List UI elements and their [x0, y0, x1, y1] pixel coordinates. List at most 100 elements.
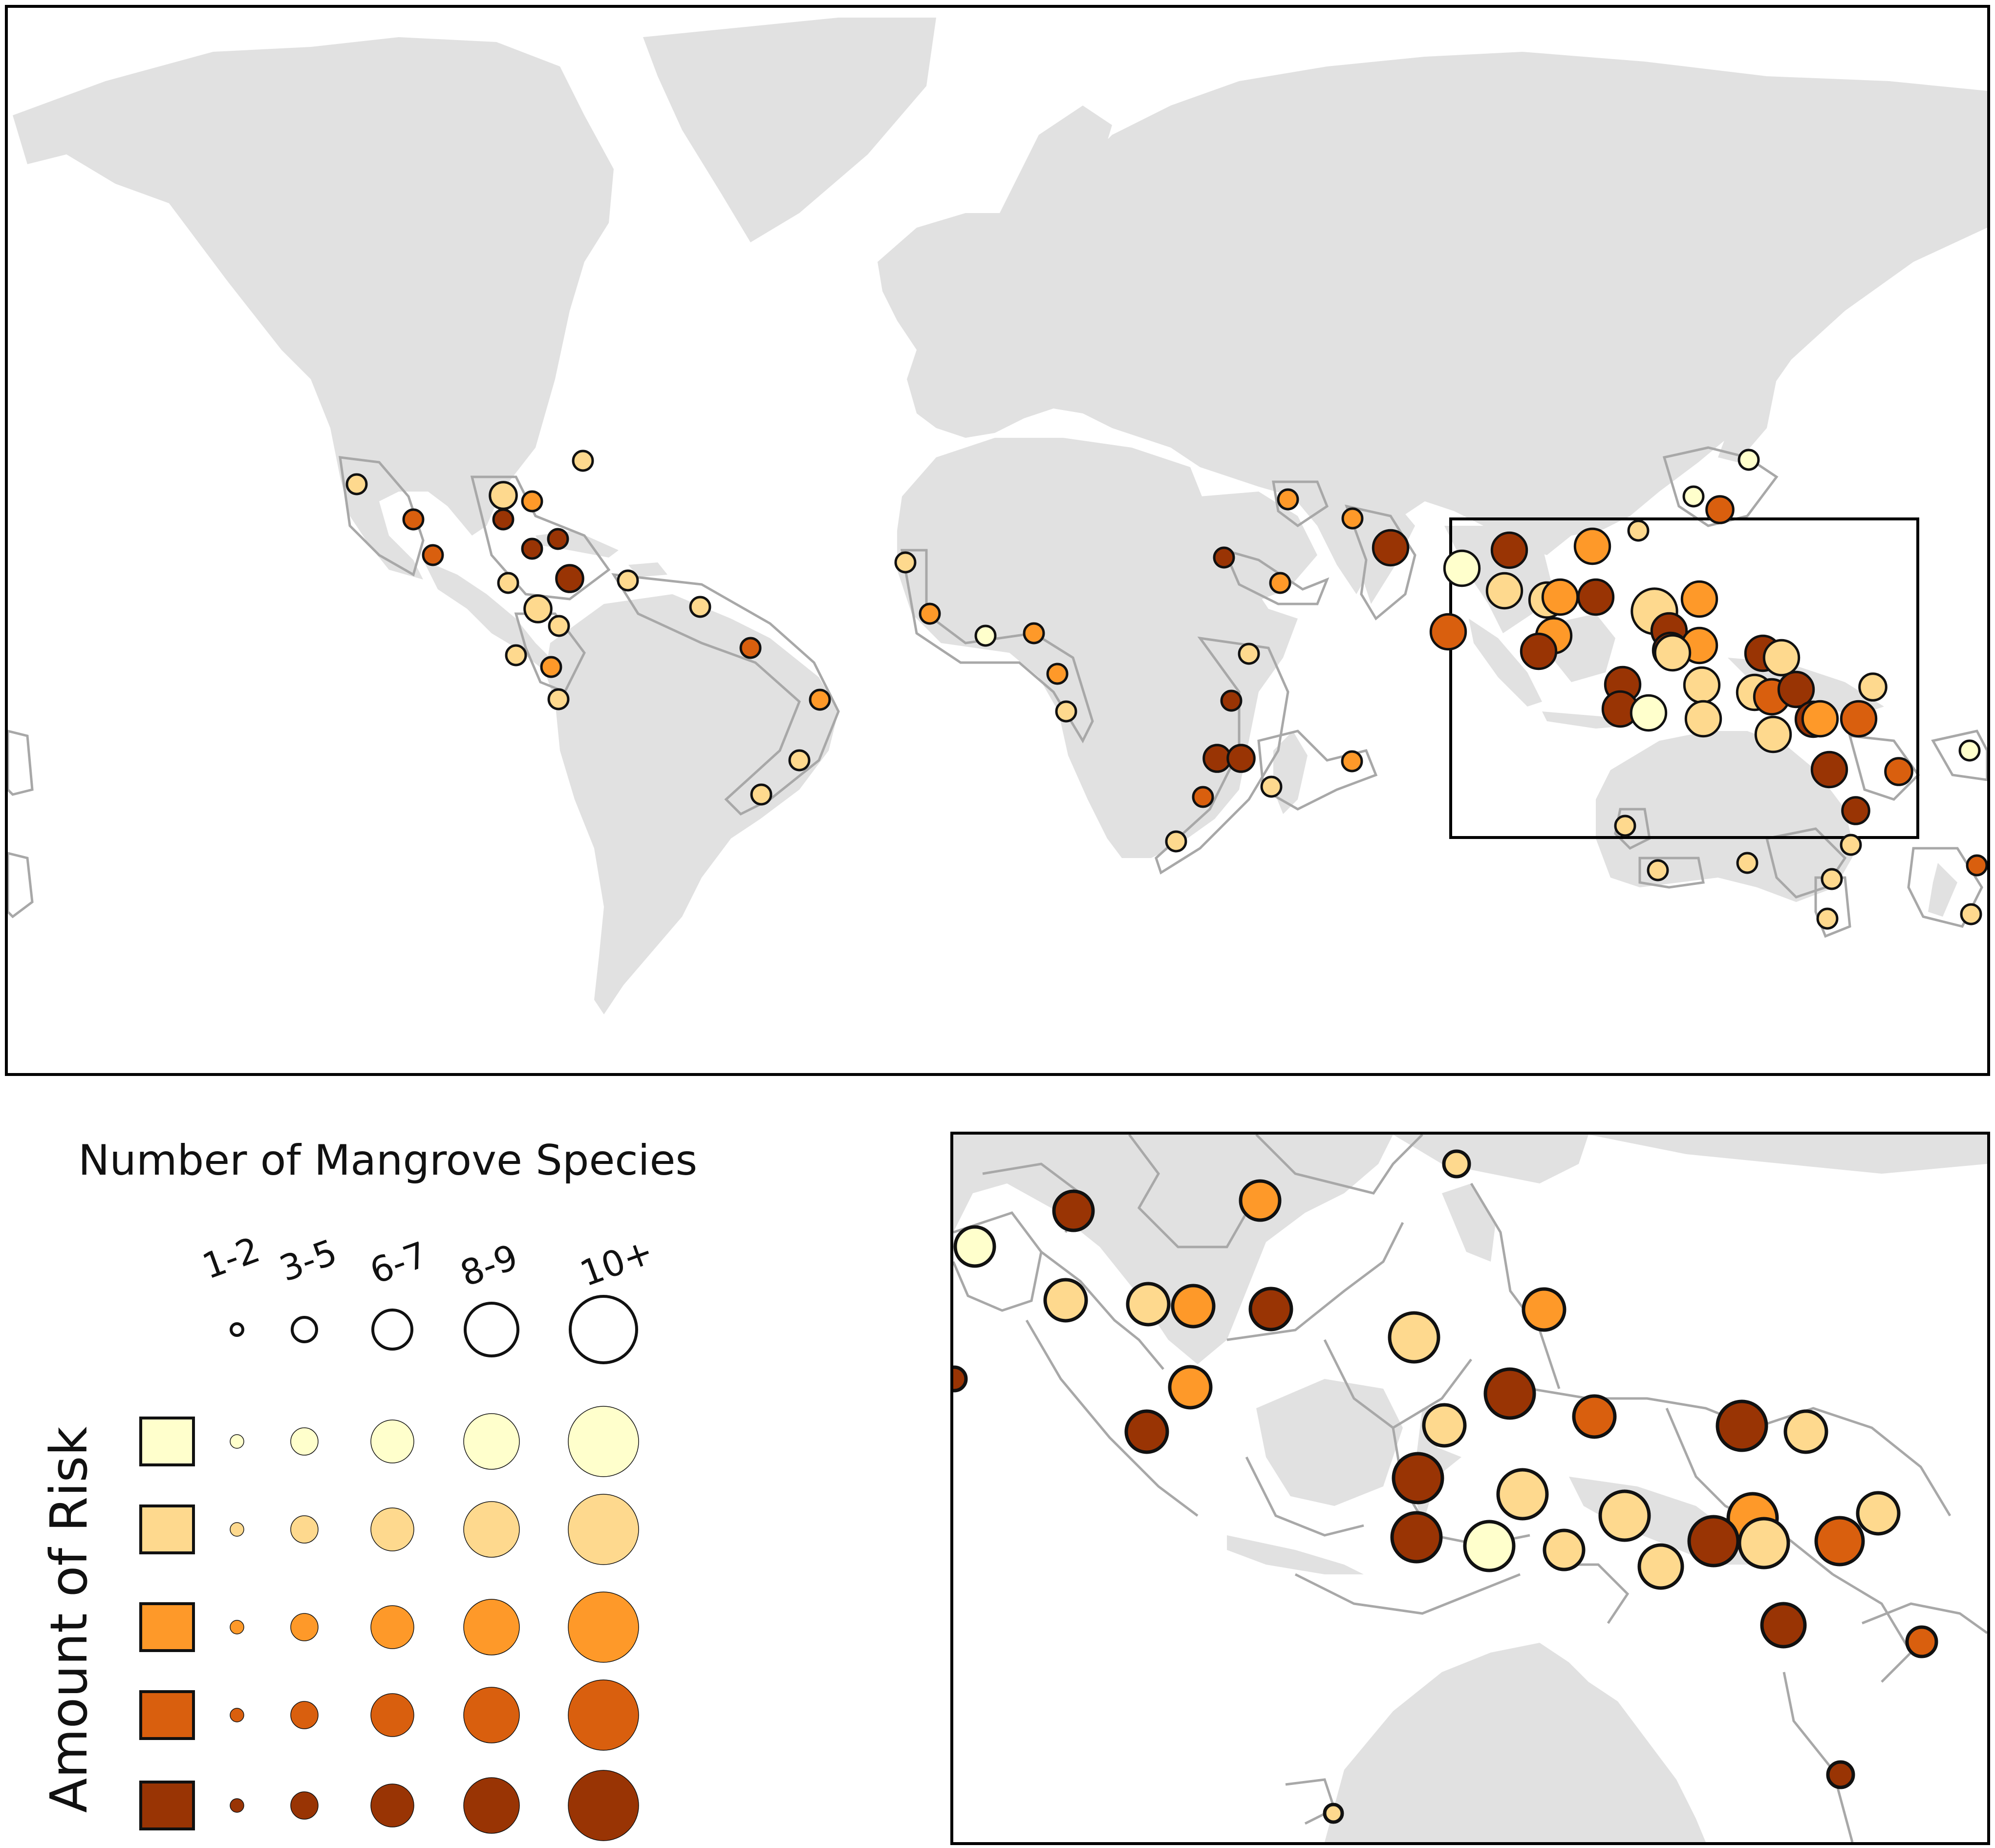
risk-bubble [809, 688, 831, 711]
risk-bubble [1248, 1287, 1293, 1332]
risk-bubble [1422, 1403, 1467, 1448]
legend-risk-circle [370, 1693, 414, 1737]
ecoregion-outline [1638, 857, 1705, 889]
inset-map-svg [953, 1135, 1987, 1842]
landmass-south-america [545, 594, 838, 1014]
risk-bubble [1687, 1515, 1740, 1568]
risk-bubble [1682, 485, 1705, 508]
landmass-java [1542, 711, 1625, 729]
risk-bubble [1627, 519, 1650, 542]
risk-bubble [1598, 1489, 1651, 1542]
risk-bubble [1124, 1409, 1169, 1454]
risk-bubble [505, 644, 527, 666]
ecoregion-outline [1294, 1573, 1521, 1615]
legend-risk-circle [568, 1591, 639, 1663]
risk-bubble [1490, 531, 1528, 569]
world-map-panel[interactable] [5, 5, 1990, 1076]
risk-bubble [572, 450, 594, 472]
risk-bubble [1192, 786, 1214, 808]
legend-risk-circle [290, 1427, 319, 1456]
legend-risk-circle [463, 1599, 520, 1655]
risk-bubble [1388, 1311, 1440, 1364]
risk-bubble [547, 528, 569, 550]
risk-bubble [974, 624, 997, 647]
ecoregion-outline [1040, 1251, 1164, 1370]
risk-bubble [788, 749, 811, 772]
risk-bubble [1716, 1399, 1768, 1452]
legend-risk-swatch [139, 1690, 195, 1740]
risk-bubble [1443, 549, 1481, 587]
legend-risk-circle [370, 1419, 414, 1463]
risk-bubble [1572, 1394, 1617, 1439]
ecoregion-outline [339, 456, 425, 577]
legend-risk-circle [370, 1784, 414, 1827]
landmass-britain [946, 223, 980, 291]
ecoregion-outline [1832, 1573, 1913, 1683]
landmass-north-america [13, 37, 614, 580]
risk-bubble [1705, 495, 1735, 524]
risk-bubble [1055, 700, 1077, 723]
risk-bubble [1905, 1625, 1938, 1658]
risk-bubble [492, 508, 515, 531]
world-map-svg [8, 18, 1987, 1014]
legend-risk-swatch [139, 1602, 195, 1652]
risk-bubble [1429, 613, 1467, 651]
ecoregion-outline [8, 730, 34, 796]
legend-risk-circle [230, 1620, 244, 1634]
landmass-japan [1718, 360, 1777, 462]
world-risk-bubbles [345, 449, 1987, 930]
risk-bubble [1736, 852, 1759, 874]
legend-risk-circle [290, 1515, 319, 1544]
risk-bubble [1323, 1803, 1344, 1824]
ecoregion-outline [1128, 1135, 1248, 1248]
risk-bubble [1637, 1543, 1684, 1590]
risk-bubble [555, 564, 584, 593]
risk-bubble [1126, 1282, 1171, 1327]
legend-risk-circle [568, 1494, 639, 1565]
ecoregion-outline [953, 1211, 1043, 1312]
legend-risk-swatch [139, 1781, 195, 1830]
risk-bubble [1738, 449, 1760, 471]
landmass-java [1227, 1535, 1364, 1574]
risk-bubble [1760, 1602, 1807, 1649]
risk-bubble [1522, 1287, 1566, 1332]
risk-bubble [1341, 750, 1363, 773]
risk-bubble [1043, 1278, 1088, 1323]
inset-map-panel[interactable] [950, 1132, 1990, 1845]
risk-bubble [540, 656, 562, 678]
ecoregion-outline [1782, 1672, 1854, 1842]
landmass-africa [897, 438, 1298, 858]
landmass-taiwan-region [1588, 1135, 1987, 1174]
ecoregion-outline [8, 852, 34, 919]
ecoregion-outline [1272, 480, 1329, 528]
risk-bubble [1520, 632, 1558, 670]
risk-bubble [497, 572, 519, 594]
risk-bubble [1814, 1516, 1865, 1567]
risk-bubble [1684, 700, 1722, 738]
risk-bubble [1840, 700, 1878, 738]
risk-bubble [1777, 670, 1815, 709]
risk-bubble [1738, 1517, 1790, 1569]
risk-bubble [1614, 815, 1636, 837]
risk-bubble [953, 1225, 996, 1268]
ecoregion-outline [1245, 1456, 1364, 1537]
inset-land-masses [953, 1135, 1987, 1842]
risk-bubble [1856, 1491, 1901, 1536]
legend-size-swatch [371, 1309, 413, 1351]
risk-bubble [1496, 1468, 1549, 1521]
risk-bubble [1239, 1179, 1282, 1222]
legend-risk-circle [370, 1605, 414, 1649]
landmass-new-zealand [1928, 863, 1957, 917]
risk-bubble [1463, 1520, 1516, 1572]
landmass-china-coast [1393, 1135, 1588, 1183]
landmass-scandinavia [1000, 106, 1112, 233]
risk-bubble [1260, 775, 1283, 798]
legend-size-swatch [230, 1322, 244, 1337]
legend-grid [139, 1295, 639, 1841]
legend-size-swatch [291, 1316, 318, 1343]
ecoregion-outline [1285, 1778, 1336, 1825]
landmass-greenland [643, 18, 936, 242]
ecoregion-outline [1155, 636, 1289, 875]
landmass-australia [1325, 1643, 1706, 1842]
risk-bubble [1202, 744, 1232, 773]
